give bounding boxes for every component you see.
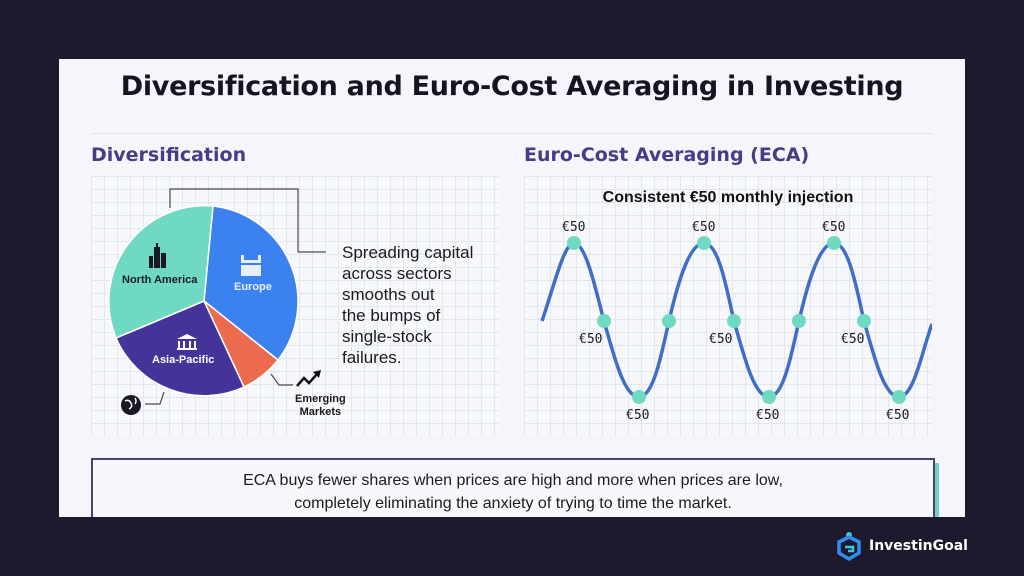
slice-north-america <box>108 204 214 339</box>
eca-panel <box>524 176 932 436</box>
point-label: €50 <box>579 332 603 347</box>
point-label: €50 <box>709 332 733 347</box>
infographic-card: Diversification and Euro-Cost Averaging … <box>59 59 965 517</box>
label-europe: Europe <box>234 281 272 293</box>
city-buildings-icon <box>149 243 166 268</box>
note-line: the bumps of <box>342 306 441 325</box>
bottom-box-accent <box>934 463 939 517</box>
eca-summary-text: ECA buys fewer shares when prices are hi… <box>93 469 933 515</box>
emerging-line-2: Markets <box>299 406 342 418</box>
point-label: €50 <box>562 220 586 235</box>
brand-name: InvestinGoal <box>869 538 968 554</box>
point-label: €50 <box>692 220 716 235</box>
landmark-building-icon <box>241 255 261 276</box>
note-line: across sectors <box>342 264 452 283</box>
note-line: failures. <box>342 348 402 367</box>
emerging-line-1: Emerging <box>295 393 346 405</box>
point-label: €50 <box>822 220 846 235</box>
title-divider <box>91 133 933 134</box>
slice-europe <box>203 205 299 362</box>
point-label: €50 <box>841 332 865 347</box>
eca-subtitle: Consistent €50 monthly injection <box>602 189 854 206</box>
label-asia-pacific: Asia-Pacific <box>152 354 215 366</box>
point-label: €50 <box>886 408 910 423</box>
diversification-heading: Diversification <box>91 144 247 166</box>
brand-logo: InvestinGoal <box>835 531 968 561</box>
note-line: single-stock <box>342 327 432 346</box>
label-emerging-markets: Emerging Markets <box>295 393 346 419</box>
note-line: smooths out <box>342 285 435 304</box>
summary-line: ECA buys fewer shares when prices are hi… <box>243 472 783 489</box>
pie-chart <box>108 188 326 415</box>
summary-line: completely eliminating the anxiety of tr… <box>294 495 732 512</box>
eca-summary-box: ECA buys fewer shares when prices are hi… <box>91 458 935 517</box>
page-title: Diversification and Euro-Cost Averaging … <box>120 71 904 102</box>
trending-up-icon <box>296 370 321 387</box>
note-line: Spreading capital <box>342 243 474 262</box>
eca-sine-chart <box>540 236 932 404</box>
purchase-markers <box>567 236 906 404</box>
point-label: €50 <box>626 408 650 423</box>
label-north-america: North America <box>122 274 198 286</box>
bank-columns-icon <box>177 334 197 350</box>
diversification-note: Spreading capital across sectors smooths… <box>342 242 473 368</box>
globe-icon <box>121 395 141 415</box>
investingoal-logo-icon <box>837 532 861 561</box>
eca-heading: Euro-Cost Averaging (ECA) <box>524 144 810 166</box>
point-label: €50 <box>756 408 780 423</box>
